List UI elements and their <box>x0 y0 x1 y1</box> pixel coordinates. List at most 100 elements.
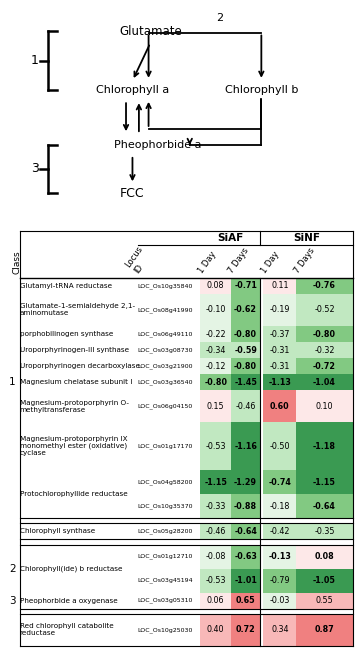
Text: -0.13: -0.13 <box>268 552 291 561</box>
Text: -0.80: -0.80 <box>234 329 257 339</box>
Bar <box>200 614 231 646</box>
Text: 0.87: 0.87 <box>315 625 334 634</box>
Bar <box>296 523 353 539</box>
Bar <box>231 358 260 374</box>
Bar <box>263 294 296 326</box>
Text: -0.62: -0.62 <box>234 305 257 314</box>
Text: -0.31: -0.31 <box>270 346 290 355</box>
Text: 0.55: 0.55 <box>316 596 333 605</box>
Bar <box>263 568 296 592</box>
Text: -1.04: -1.04 <box>313 378 336 387</box>
Text: LOC_Os03g45194: LOC_Os03g45194 <box>138 577 193 583</box>
Text: LOC_Os10g35370: LOC_Os10g35370 <box>138 503 193 509</box>
Text: Glutamate: Glutamate <box>119 25 182 38</box>
Bar <box>200 494 231 518</box>
Text: Chlorophyll(ide) b reductase: Chlorophyll(ide) b reductase <box>20 565 122 572</box>
Bar <box>263 342 296 358</box>
Bar <box>296 374 353 390</box>
Text: -0.46: -0.46 <box>205 527 226 536</box>
Text: -0.72: -0.72 <box>313 361 336 370</box>
Text: LOC_Os03g08730: LOC_Os03g08730 <box>138 347 193 353</box>
Bar <box>296 326 353 342</box>
Bar <box>296 470 353 494</box>
Text: 0.15: 0.15 <box>207 402 224 411</box>
Bar <box>296 342 353 358</box>
Bar <box>263 614 296 646</box>
Bar <box>231 544 260 568</box>
Bar <box>263 422 296 470</box>
Text: -0.12: -0.12 <box>205 361 226 370</box>
Text: Chlorophyll synthase: Chlorophyll synthase <box>20 529 95 534</box>
Text: -0.18: -0.18 <box>270 502 290 510</box>
Text: 0.40: 0.40 <box>207 625 224 634</box>
Text: 0.06: 0.06 <box>207 596 224 605</box>
Bar <box>231 278 260 294</box>
Text: Magnesium chelatase subunit I: Magnesium chelatase subunit I <box>20 379 132 385</box>
Bar <box>296 294 353 326</box>
Bar <box>200 326 231 342</box>
Text: LOC_Os01g17170: LOC_Os01g17170 <box>138 443 193 449</box>
Text: -1.05: -1.05 <box>313 576 336 585</box>
Text: -0.64: -0.64 <box>234 527 257 536</box>
Bar <box>296 278 353 294</box>
Text: LOC_Os03g36540: LOC_Os03g36540 <box>138 379 193 385</box>
Text: LOC_Os06g49110: LOC_Os06g49110 <box>138 331 193 337</box>
Text: 0.10: 0.10 <box>316 402 333 411</box>
Text: -0.71: -0.71 <box>234 281 257 290</box>
Text: -0.31: -0.31 <box>270 361 290 370</box>
Text: 0.08: 0.08 <box>207 281 224 290</box>
Bar <box>200 358 231 374</box>
Text: Class: Class <box>13 250 21 273</box>
Text: Magnesium-protoporphyrin IX
monomethyl ester (oxidative)
cyclase: Magnesium-protoporphyrin IX monomethyl e… <box>20 436 127 456</box>
Text: -1.45: -1.45 <box>234 378 257 387</box>
Bar <box>263 470 296 494</box>
Text: 2: 2 <box>217 13 224 23</box>
Bar <box>200 374 231 390</box>
Bar <box>263 358 296 374</box>
Bar <box>296 568 353 592</box>
Text: LOC_Os03g21900: LOC_Os03g21900 <box>138 363 193 369</box>
Text: -0.63: -0.63 <box>234 552 257 561</box>
Text: 0.72: 0.72 <box>236 625 256 634</box>
Text: -1.13: -1.13 <box>268 378 291 387</box>
Text: -0.03: -0.03 <box>270 596 290 605</box>
Bar <box>200 422 231 470</box>
Text: -0.46: -0.46 <box>236 402 256 411</box>
Text: -0.22: -0.22 <box>205 329 226 339</box>
Bar <box>296 544 353 568</box>
Text: Uroporphyrinogen-III synthase: Uroporphyrinogen-III synthase <box>20 347 129 353</box>
Text: Locus
ID: Locus ID <box>124 244 153 275</box>
Text: 1: 1 <box>9 377 16 387</box>
Text: 7 Days: 7 Days <box>292 246 316 275</box>
Text: -0.42: -0.42 <box>270 527 290 536</box>
Text: SiNF: SiNF <box>293 233 320 243</box>
Text: -0.64: -0.64 <box>313 502 336 510</box>
Text: -0.50: -0.50 <box>270 441 290 450</box>
Text: Chlorophyll b: Chlorophyll b <box>225 85 298 95</box>
Text: -0.53: -0.53 <box>205 576 226 585</box>
Bar <box>263 523 296 539</box>
Text: 1 Day: 1 Day <box>259 249 281 275</box>
Text: -0.80: -0.80 <box>234 361 257 370</box>
Bar <box>200 470 231 494</box>
Text: Red chlorophyll catabolite
reductase: Red chlorophyll catabolite reductase <box>20 623 113 636</box>
Bar <box>263 544 296 568</box>
Bar <box>231 294 260 326</box>
Text: Pheophorbide a: Pheophorbide a <box>114 139 201 150</box>
Text: -0.34: -0.34 <box>205 346 226 355</box>
Bar <box>296 494 353 518</box>
Text: Uroporphyrinogen decarboxylase: Uroporphyrinogen decarboxylase <box>20 363 140 369</box>
Bar <box>263 494 296 518</box>
Bar <box>263 390 296 422</box>
Text: -0.59: -0.59 <box>234 346 257 355</box>
Bar <box>263 278 296 294</box>
Text: 1 Day: 1 Day <box>197 249 218 275</box>
Text: 3: 3 <box>9 596 16 605</box>
Text: 1: 1 <box>31 54 39 67</box>
Bar <box>231 470 260 494</box>
Text: -0.76: -0.76 <box>313 281 336 290</box>
Text: 0.65: 0.65 <box>236 596 255 605</box>
Bar <box>231 568 260 592</box>
Text: SiAF: SiAF <box>217 233 243 243</box>
Bar <box>296 358 353 374</box>
